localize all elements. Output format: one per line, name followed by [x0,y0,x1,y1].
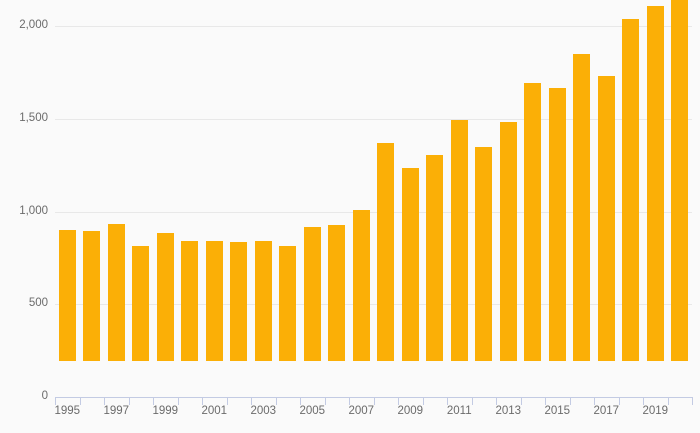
x-axis-ticks [55,397,693,407]
bar[interactable] [671,0,689,361]
x-axis-tick [104,397,105,405]
bar[interactable] [597,76,615,361]
x-axis-tick [251,397,252,405]
x-axis-tick [594,397,595,405]
x-axis-tick-label: 2019 [642,405,669,417]
bar[interactable] [181,241,199,361]
y-axis-tick-label: 1,000 [19,204,48,217]
y-axis-tick-label: 2,000 [19,19,48,31]
x-axis-tick [374,397,375,405]
y-axis-tick-label: 1,500 [19,111,48,124]
x-axis-tick [472,397,473,405]
bar[interactable] [58,230,76,361]
x-axis-tick [423,397,424,405]
bar[interactable] [254,241,272,361]
bar[interactable] [622,18,640,361]
x-axis-tick [227,397,228,405]
bar[interactable] [548,88,566,361]
bar[interactable] [352,209,370,361]
gridline [55,211,692,213]
x-axis-line [55,397,692,398]
x-axis-tick [153,397,154,405]
x-axis-tick-label: 2017 [593,405,620,417]
x-axis-tick [129,397,130,405]
x-axis-labels: 1995 1997 1999 2001 2003 2005 2007 2009 2011 2013… [54,405,692,425]
gridline [55,26,692,27]
x-axis-tick [80,397,81,405]
bar[interactable] [646,5,664,361]
x-axis-tick-label: 2015 [544,405,571,417]
bar[interactable] [401,168,419,361]
x-axis-tick-label: 2005 [299,405,326,417]
bar[interactable] [450,119,468,361]
x-axis-tick [276,397,277,405]
x-axis-tick-label: 2001 [201,405,228,417]
bar[interactable] [107,223,125,361]
x-axis-tick [178,397,179,405]
x-axis-tick [325,397,326,405]
plot-area [55,10,692,397]
bar[interactable] [426,155,444,361]
x-axis-tick [521,397,522,405]
bar[interactable] [132,246,150,361]
bar[interactable] [475,146,493,361]
y-axis-labels: 0 500 1,000 1,500 2,000 [0,0,48,433]
gridline [55,304,692,306]
x-axis-tick-label: 1997 [103,405,130,417]
bar[interactable] [205,241,223,361]
x-axis-tick-label: 2007 [348,405,375,417]
y-axis-tick-label: 500 [28,297,48,310]
x-axis-tick [398,397,399,405]
y-axis-tick-label: 0 [41,390,48,402]
bar[interactable] [377,143,395,361]
x-axis-tick [692,397,693,405]
x-axis-tick [643,397,644,405]
x-axis-tick [668,397,669,405]
x-axis-tick [202,397,203,405]
x-axis-tick-label: 2013 [495,405,522,417]
x-axis-tick-label: 1999 [152,405,179,417]
x-axis-tick [55,397,56,405]
x-axis-tick [619,397,620,405]
x-axis-tick [570,397,571,405]
x-axis-tick [545,397,546,405]
bar[interactable] [499,121,517,361]
bar[interactable] [156,233,174,361]
x-axis-tick-label: 2011 [446,405,472,417]
x-axis-tick-label: 1995 [54,405,81,417]
bars-layer [55,0,692,397]
bar[interactable] [524,82,542,361]
x-axis-tick-label: 2003 [250,405,277,417]
x-axis-tick [300,397,301,405]
bar[interactable] [230,242,248,361]
gridline [55,118,692,120]
bar[interactable] [83,231,101,361]
bar[interactable] [279,246,297,361]
x-axis-tick [447,397,448,405]
bar[interactable] [328,224,346,361]
bar[interactable] [303,227,321,361]
x-axis-tick [496,397,497,405]
x-axis-tick-label: 2009 [397,405,424,417]
x-axis-tick [349,397,350,405]
bar[interactable] [573,54,591,361]
